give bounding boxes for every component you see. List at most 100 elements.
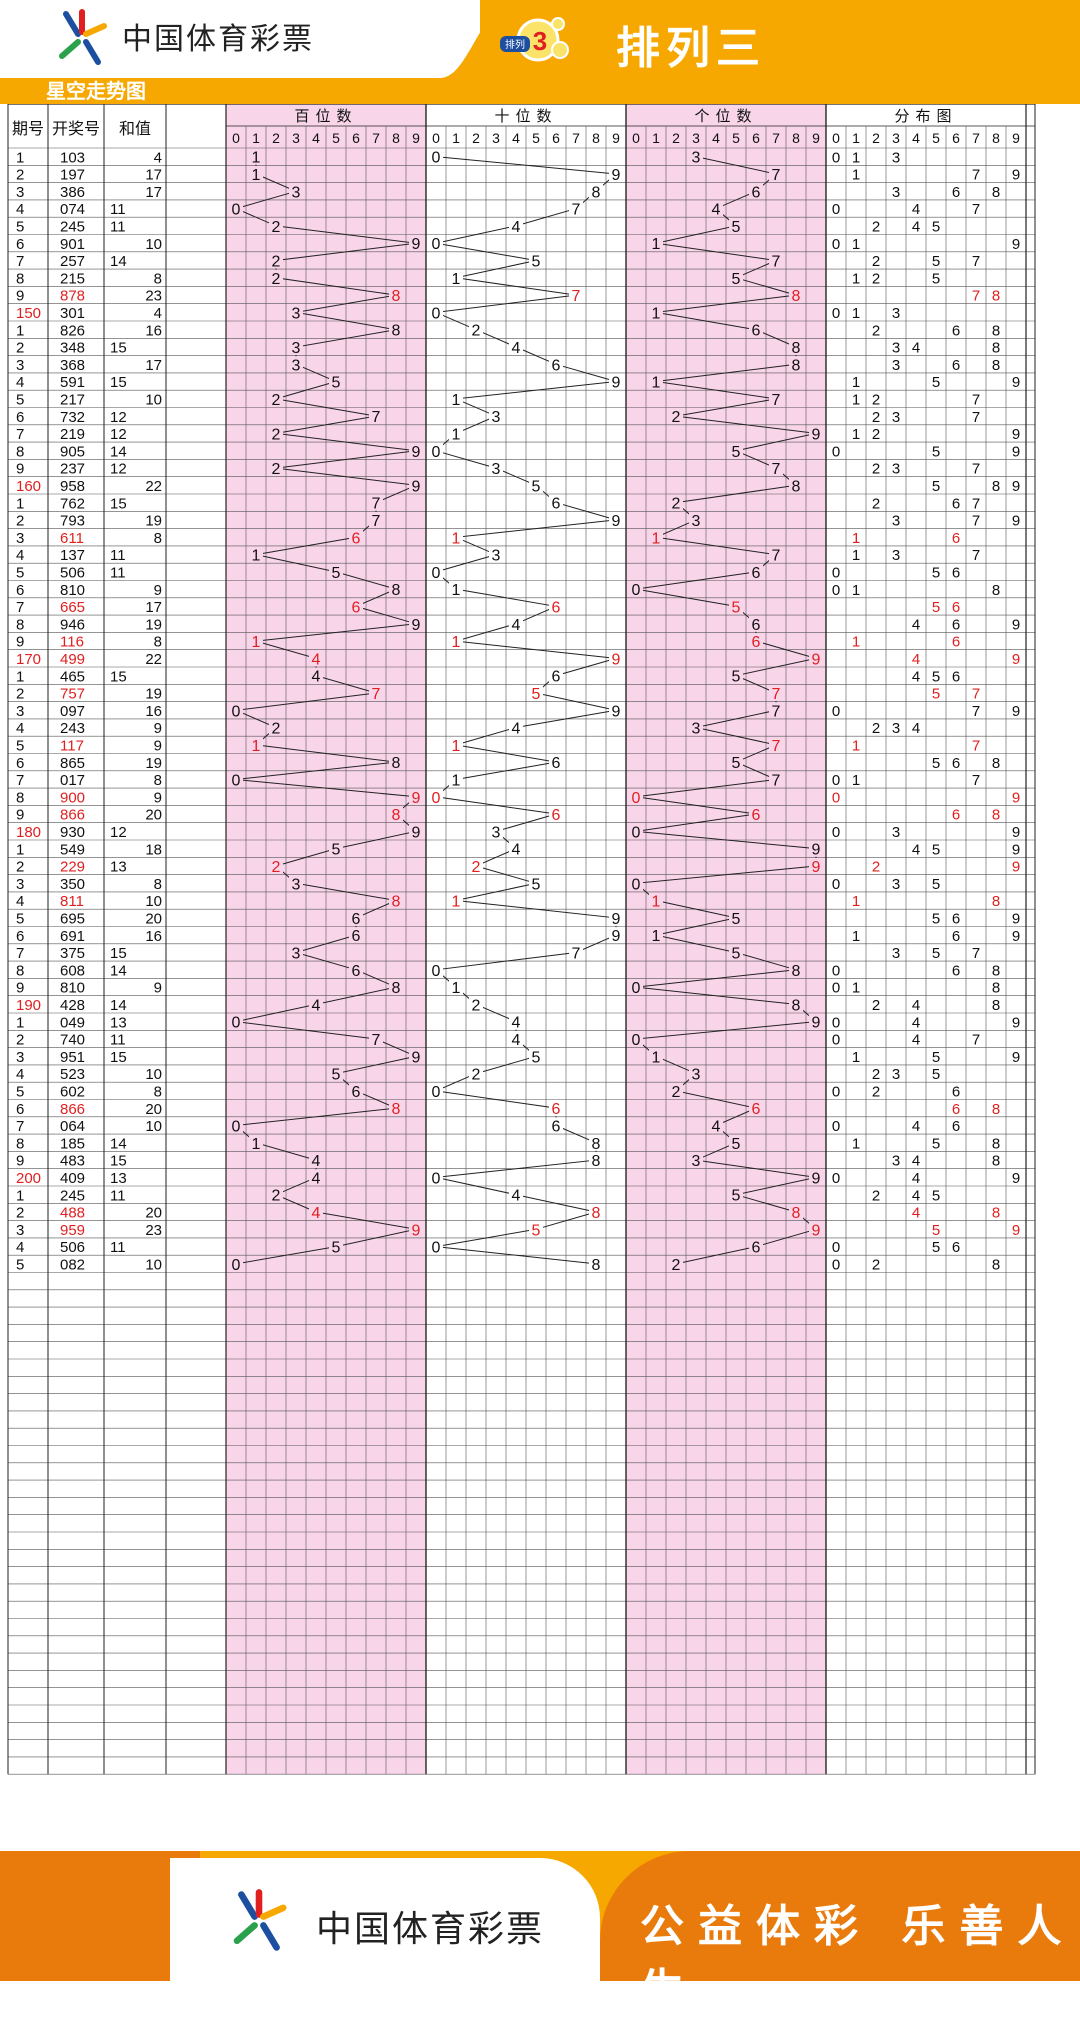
distribution-digit: 1 <box>852 582 860 599</box>
draw-number-cell: 103 <box>60 149 85 166</box>
trend-digit: 3 <box>292 184 301 201</box>
draw-number-cell: 865 <box>60 755 85 772</box>
trend-digit: 0 <box>432 444 441 461</box>
draw-number-cell: 523 <box>60 1066 85 1083</box>
distribution-digit: 1 <box>852 530 860 547</box>
digit-label: 6 <box>952 130 960 146</box>
digit-label: 8 <box>992 130 1000 146</box>
trend-digit: 6 <box>552 1101 561 1118</box>
distribution-digit: 8 <box>992 322 1000 339</box>
digit-marker-bg <box>289 356 303 373</box>
issue-cell: 9 <box>16 634 24 651</box>
draw-number-cell: 386 <box>60 184 85 201</box>
trend-digit: 6 <box>752 634 761 651</box>
distribution-digit: 6 <box>952 1101 960 1118</box>
issue-cell: 4 <box>16 201 24 218</box>
trend-digit: 6 <box>552 1118 561 1135</box>
digit-marker-bg <box>389 892 403 909</box>
trend-digit: 1 <box>452 634 461 651</box>
trend-digit: 9 <box>812 1170 821 1187</box>
trend-digit: 6 <box>352 530 361 547</box>
draw-number-cell: 428 <box>60 997 85 1014</box>
digit-marker-bg <box>649 235 663 252</box>
digit-marker-bg <box>449 425 463 442</box>
distribution-digit: 8 <box>992 184 1000 201</box>
trend-digit: 8 <box>392 288 401 305</box>
digit-marker-bg <box>589 1134 603 1151</box>
sum-cell: 15 <box>110 668 127 685</box>
trend-digit: 2 <box>672 1084 681 1101</box>
trend-digit: 0 <box>632 1032 641 1049</box>
distribution-digit: 0 <box>832 980 840 997</box>
issue-cell: 4 <box>16 720 24 737</box>
digit-marker-bg <box>529 252 543 269</box>
digit-marker-bg <box>609 702 623 719</box>
distribution-digit: 3 <box>892 945 900 962</box>
distribution-digit: 9 <box>1012 426 1020 443</box>
digit-marker-bg <box>749 563 763 580</box>
trend-digit: 0 <box>432 1170 441 1187</box>
trend-digit: 1 <box>452 980 461 997</box>
digit-marker-bg <box>429 563 443 580</box>
digit-marker-bg <box>389 979 403 996</box>
distribution-digit: 1 <box>852 374 860 391</box>
trend-digit: 0 <box>232 1257 241 1274</box>
distribution-digit: 9 <box>1012 1014 1020 1031</box>
issue-cell: 8 <box>16 270 24 287</box>
digit-marker-bg <box>329 840 343 857</box>
digit-marker-bg <box>429 148 443 165</box>
sum-cell: 4 <box>154 149 162 166</box>
digit-marker-bg <box>689 1152 703 1169</box>
digit-marker-bg <box>809 1221 823 1238</box>
distribution-digit: 6 <box>952 1084 960 1101</box>
issue-cell: 1 <box>16 149 24 166</box>
issue-cell: 5 <box>16 1257 24 1274</box>
issue-cell: 6 <box>16 928 24 945</box>
digit-label: 3 <box>292 130 300 146</box>
distribution-digit: 7 <box>972 738 980 755</box>
trend-digit: 4 <box>512 1032 521 1049</box>
digit-marker-bg <box>449 529 463 546</box>
draw-number-cell: 878 <box>60 288 85 305</box>
trend-digit: 6 <box>552 807 561 824</box>
distribution-digit: 5 <box>932 876 940 893</box>
digit-marker-bg <box>769 460 783 477</box>
trend-digit: 1 <box>652 305 661 322</box>
distribution-digit: 7 <box>972 392 980 409</box>
sum-cell: 10 <box>145 893 162 910</box>
digit-marker-bg <box>609 909 623 926</box>
draw-number-cell: 930 <box>60 824 85 841</box>
issue-cell: 5 <box>16 1084 24 1101</box>
trend-digit: 5 <box>532 686 541 703</box>
distribution-digit: 0 <box>832 1257 840 1274</box>
issue-cell: 6 <box>16 582 24 599</box>
distribution-digit: 4 <box>912 1014 920 1031</box>
footer-left-panel <box>0 1851 200 1981</box>
trend-digit: 8 <box>392 323 401 340</box>
issue-cell: 3 <box>16 1222 24 1239</box>
trend-digit: 5 <box>532 876 541 893</box>
sum-cell: 11 <box>110 547 126 564</box>
draw-number-cell: 074 <box>60 201 85 218</box>
sum-cell: 19 <box>145 686 162 703</box>
digit-marker-bg <box>349 598 363 615</box>
distribution-digit: 1 <box>852 1135 860 1152</box>
distribution-digit: 5 <box>932 443 940 460</box>
draw-number-cell: 793 <box>60 513 85 530</box>
digit-marker-bg <box>249 633 263 650</box>
digit-marker-bg <box>789 477 803 494</box>
distribution-digit: 0 <box>832 565 840 582</box>
sum-cell: 12 <box>110 461 127 478</box>
issue-cell: 2 <box>16 513 24 530</box>
draw-number-cell: 549 <box>60 841 85 858</box>
distribution-digit: 0 <box>832 1084 840 1101</box>
draw-number-cell: 237 <box>60 461 85 478</box>
distribution-digit: 9 <box>1012 443 1020 460</box>
trend-digit: 5 <box>732 669 741 686</box>
digit-label: 0 <box>832 130 840 146</box>
digit-marker-bg <box>749 806 763 823</box>
digit-marker-bg <box>809 840 823 857</box>
distribution-digit: 2 <box>872 495 880 512</box>
digit-marker-bg <box>449 979 463 996</box>
digit-marker-bg <box>349 529 363 546</box>
